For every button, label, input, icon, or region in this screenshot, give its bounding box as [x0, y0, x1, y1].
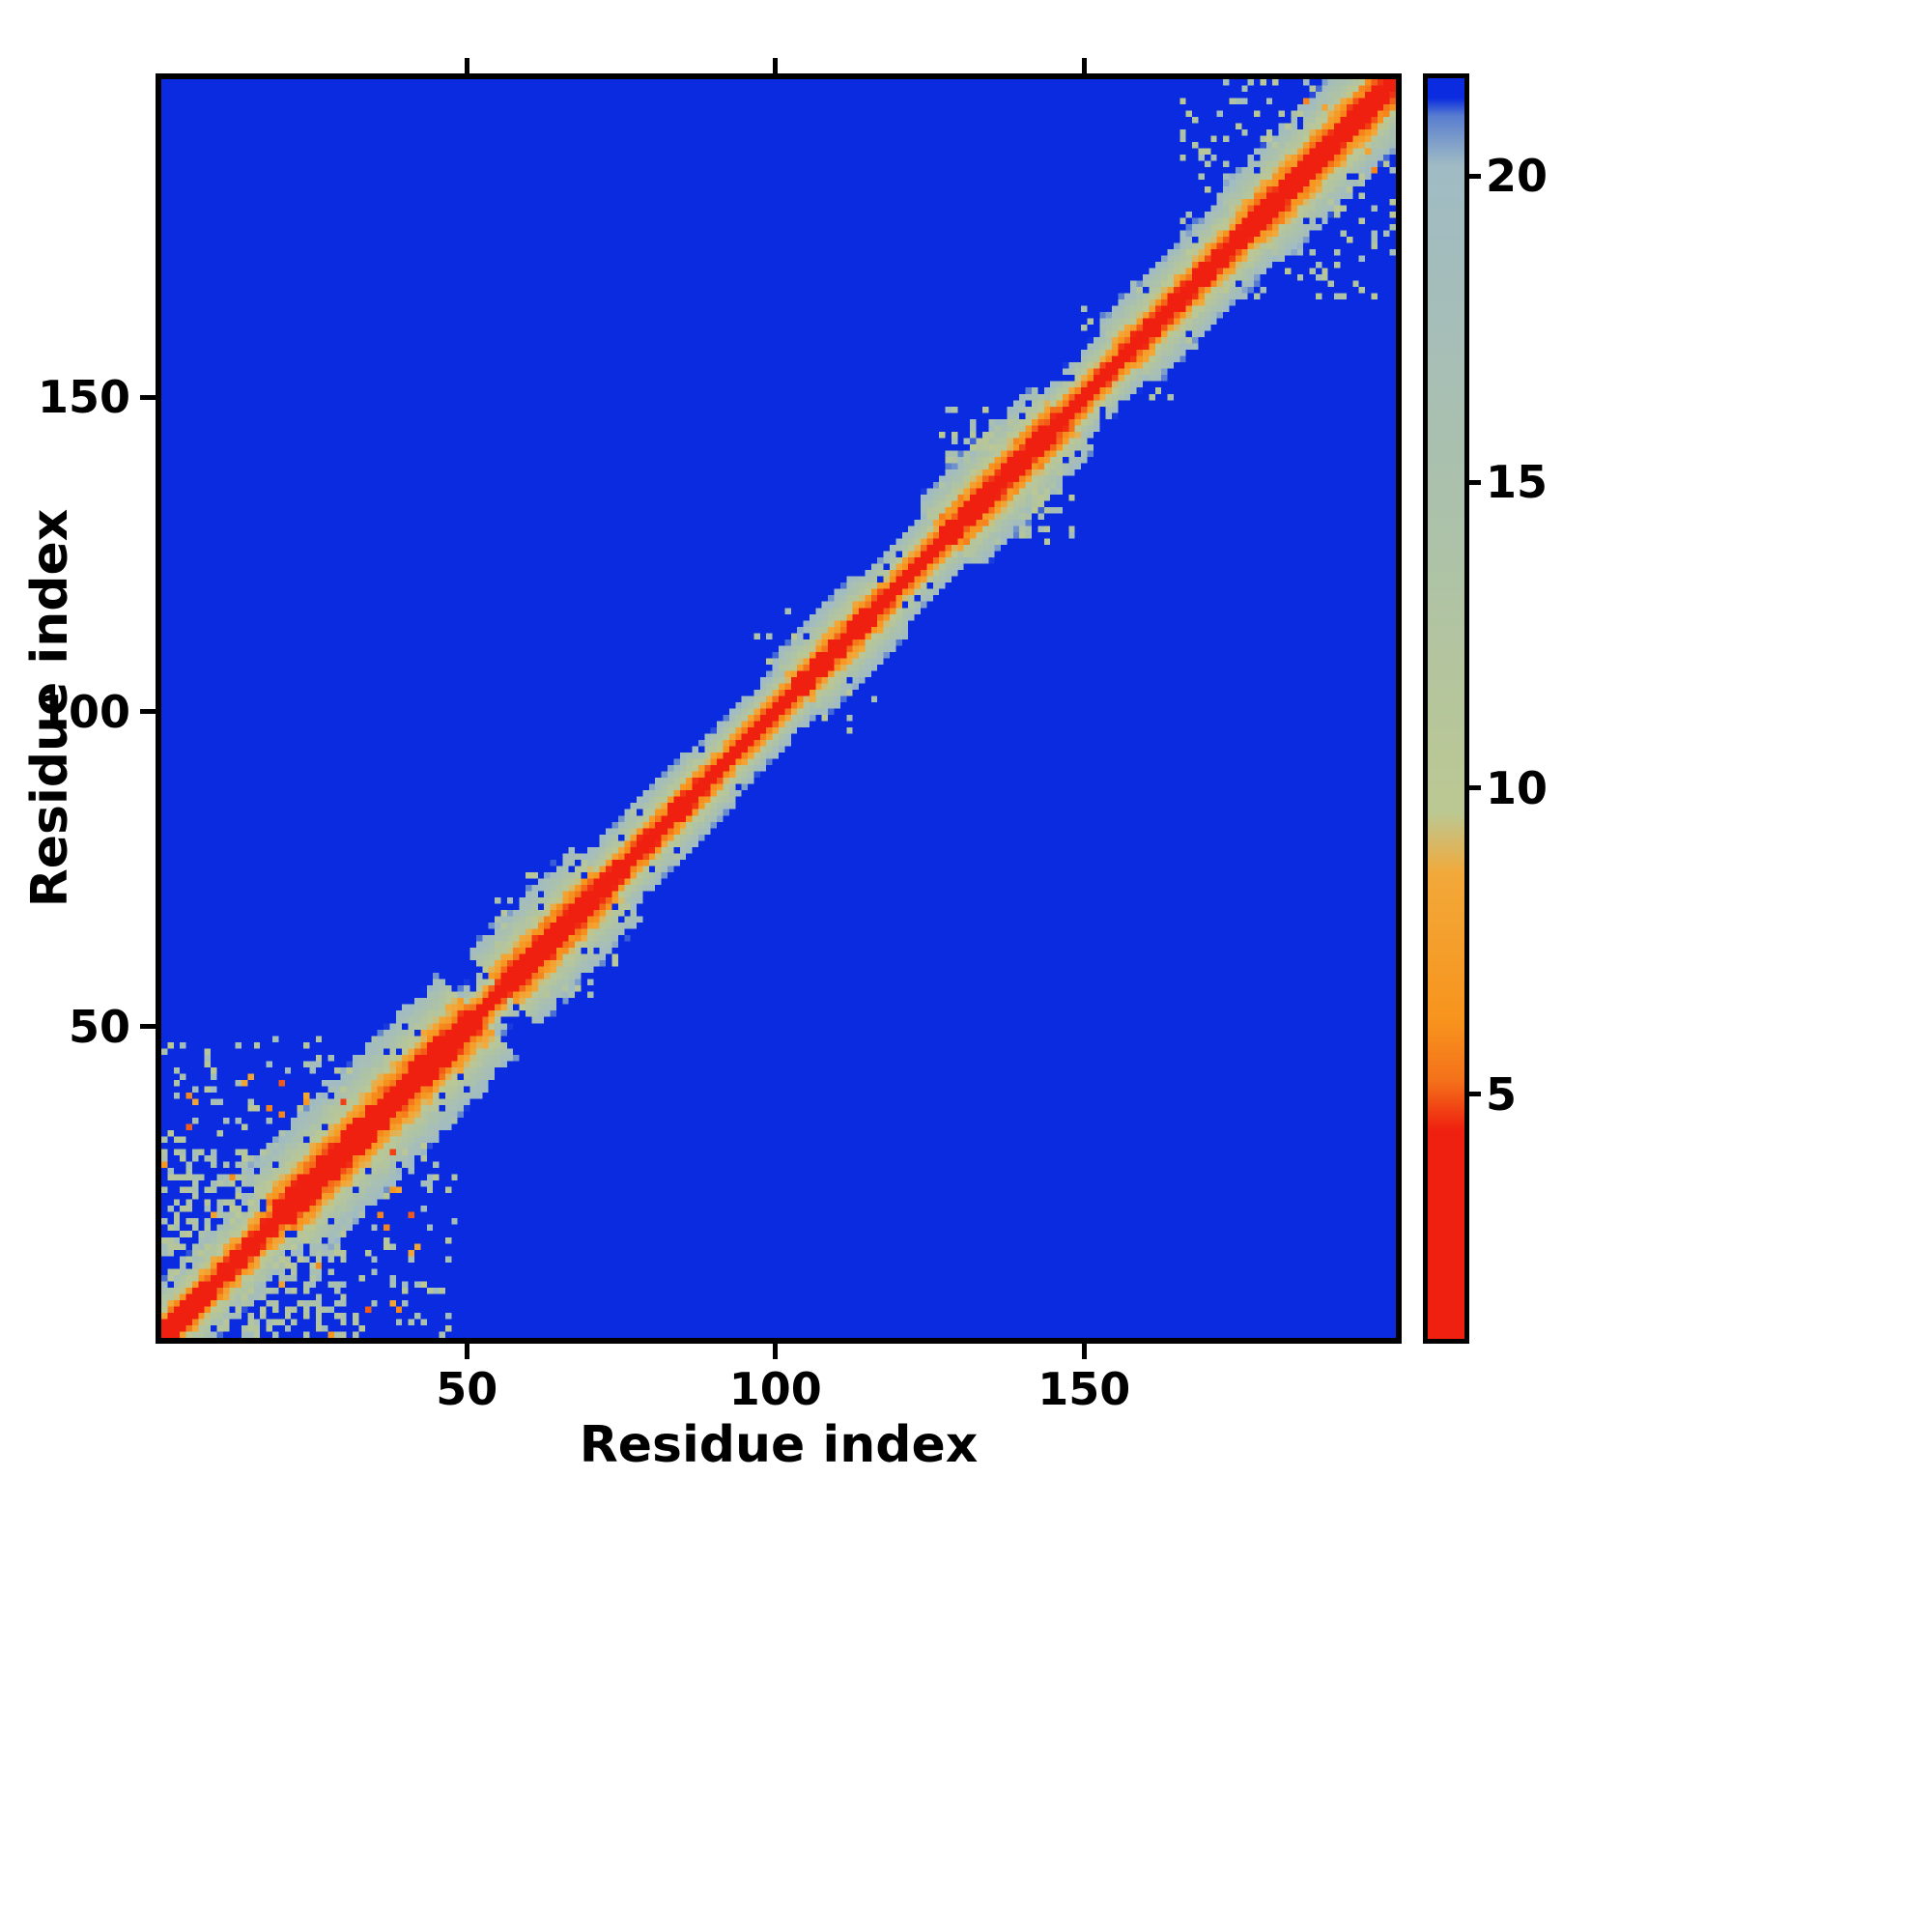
colorbar-canvas — [1428, 78, 1464, 1339]
colorbar-tick-mark — [1469, 173, 1481, 179]
y-tick-label: 50 — [68, 1000, 130, 1053]
x-tick-mark-top — [464, 58, 469, 73]
x-tick-mark — [1081, 1344, 1087, 1359]
y-tick-label: 150 — [37, 371, 130, 423]
colorbar-tick-mark — [1469, 1092, 1481, 1097]
x-tick-mark-top — [1081, 58, 1087, 73]
colorbar-tick-label: 5 — [1486, 1067, 1518, 1121]
heatmap-canvas — [161, 79, 1396, 1338]
y-tick-label: 100 — [37, 685, 130, 738]
colorbar-tick-mark — [1469, 785, 1481, 791]
x-tick-mark — [464, 1344, 469, 1359]
y-tick-mark — [140, 394, 156, 400]
colorbar-tick-label: 10 — [1486, 761, 1548, 814]
plot-frame — [156, 73, 1402, 1344]
colorbar — [1423, 73, 1469, 1344]
x-tick-label: 100 — [728, 1363, 822, 1415]
x-tick-label: 50 — [436, 1363, 498, 1415]
y-tick-mark — [140, 1024, 156, 1029]
colorbar-tick-label: 15 — [1486, 456, 1548, 509]
x-axis-label: Residue index — [579, 1416, 979, 1474]
x-tick-label: 150 — [1037, 1363, 1131, 1415]
x-tick-mark-top — [773, 58, 779, 73]
colorbar-tick-mark — [1469, 479, 1481, 485]
colorbar-tick-label: 20 — [1486, 150, 1548, 203]
y-tick-mark — [140, 709, 156, 715]
x-tick-mark — [773, 1344, 779, 1359]
